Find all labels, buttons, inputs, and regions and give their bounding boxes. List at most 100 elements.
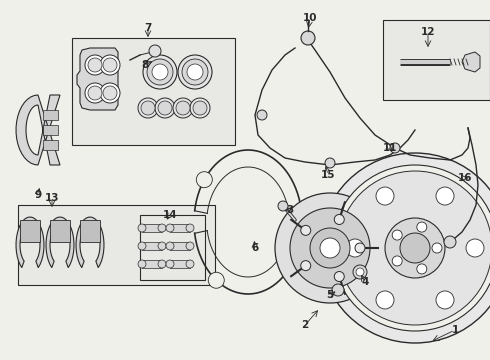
Bar xyxy=(142,260,162,268)
Circle shape xyxy=(346,239,364,257)
Circle shape xyxy=(390,143,400,153)
Circle shape xyxy=(166,224,174,232)
Circle shape xyxy=(444,236,456,248)
Circle shape xyxy=(301,261,311,271)
Circle shape xyxy=(193,101,207,115)
Circle shape xyxy=(143,55,177,89)
Circle shape xyxy=(173,98,193,118)
Circle shape xyxy=(436,291,454,309)
Circle shape xyxy=(436,187,454,205)
Circle shape xyxy=(152,64,168,80)
Polygon shape xyxy=(46,217,74,267)
Circle shape xyxy=(149,45,161,57)
Circle shape xyxy=(208,272,224,288)
Circle shape xyxy=(103,58,117,72)
Polygon shape xyxy=(462,52,480,72)
Circle shape xyxy=(376,187,394,205)
Bar xyxy=(18,205,215,285)
Text: 12: 12 xyxy=(421,27,435,37)
Bar xyxy=(383,20,490,100)
Circle shape xyxy=(182,59,208,85)
Circle shape xyxy=(85,83,105,103)
Polygon shape xyxy=(77,48,118,110)
Circle shape xyxy=(158,242,166,250)
Circle shape xyxy=(186,242,194,250)
Circle shape xyxy=(85,55,105,75)
Circle shape xyxy=(385,218,445,278)
Circle shape xyxy=(356,268,364,276)
Circle shape xyxy=(332,165,490,331)
Circle shape xyxy=(166,260,174,268)
Circle shape xyxy=(158,101,172,115)
Bar xyxy=(20,220,40,242)
Circle shape xyxy=(332,284,344,296)
Circle shape xyxy=(178,55,212,89)
Circle shape xyxy=(376,291,394,309)
Circle shape xyxy=(88,86,102,100)
Circle shape xyxy=(278,201,288,211)
Circle shape xyxy=(138,242,146,250)
Text: 16: 16 xyxy=(458,173,472,183)
Circle shape xyxy=(466,239,484,257)
Circle shape xyxy=(275,193,385,303)
Circle shape xyxy=(325,158,335,168)
Bar xyxy=(142,224,162,232)
Circle shape xyxy=(138,98,158,118)
Bar xyxy=(43,140,58,150)
Text: 10: 10 xyxy=(303,13,317,23)
Circle shape xyxy=(176,101,190,115)
Text: 1: 1 xyxy=(451,325,459,335)
Circle shape xyxy=(432,243,442,253)
Circle shape xyxy=(355,243,365,253)
Circle shape xyxy=(338,171,490,325)
Text: 14: 14 xyxy=(163,210,177,220)
Circle shape xyxy=(190,98,210,118)
Polygon shape xyxy=(16,95,60,165)
Circle shape xyxy=(417,222,427,232)
Circle shape xyxy=(158,260,166,268)
Circle shape xyxy=(141,101,155,115)
Circle shape xyxy=(158,224,166,232)
Bar xyxy=(170,260,190,268)
Bar xyxy=(50,220,70,242)
Circle shape xyxy=(147,59,173,85)
Text: 2: 2 xyxy=(301,320,309,330)
Text: 3: 3 xyxy=(286,205,294,215)
Bar xyxy=(43,110,58,120)
Text: 6: 6 xyxy=(251,243,259,253)
Circle shape xyxy=(186,224,194,232)
Bar xyxy=(43,125,58,135)
Circle shape xyxy=(196,172,212,188)
Text: 13: 13 xyxy=(45,193,59,203)
Bar xyxy=(72,38,235,145)
Text: 9: 9 xyxy=(34,190,42,200)
Text: 5: 5 xyxy=(326,290,334,300)
Bar xyxy=(170,242,190,250)
Circle shape xyxy=(334,215,344,225)
Circle shape xyxy=(310,228,350,268)
Circle shape xyxy=(138,260,146,268)
Circle shape xyxy=(100,55,120,75)
Circle shape xyxy=(301,225,311,235)
Circle shape xyxy=(187,64,203,80)
Circle shape xyxy=(417,264,427,274)
Circle shape xyxy=(103,86,117,100)
Circle shape xyxy=(301,31,315,45)
Text: 11: 11 xyxy=(383,143,397,153)
Circle shape xyxy=(392,230,402,240)
Circle shape xyxy=(100,83,120,103)
Circle shape xyxy=(290,208,370,288)
Text: 15: 15 xyxy=(321,170,335,180)
Bar xyxy=(170,224,190,232)
Text: 8: 8 xyxy=(142,60,148,70)
Circle shape xyxy=(88,58,102,72)
Circle shape xyxy=(334,271,344,282)
Circle shape xyxy=(166,242,174,250)
Bar xyxy=(142,242,162,250)
Circle shape xyxy=(138,224,146,232)
Polygon shape xyxy=(16,217,44,267)
Circle shape xyxy=(155,98,175,118)
Polygon shape xyxy=(76,217,104,267)
Circle shape xyxy=(392,256,402,266)
Text: 4: 4 xyxy=(361,277,368,287)
